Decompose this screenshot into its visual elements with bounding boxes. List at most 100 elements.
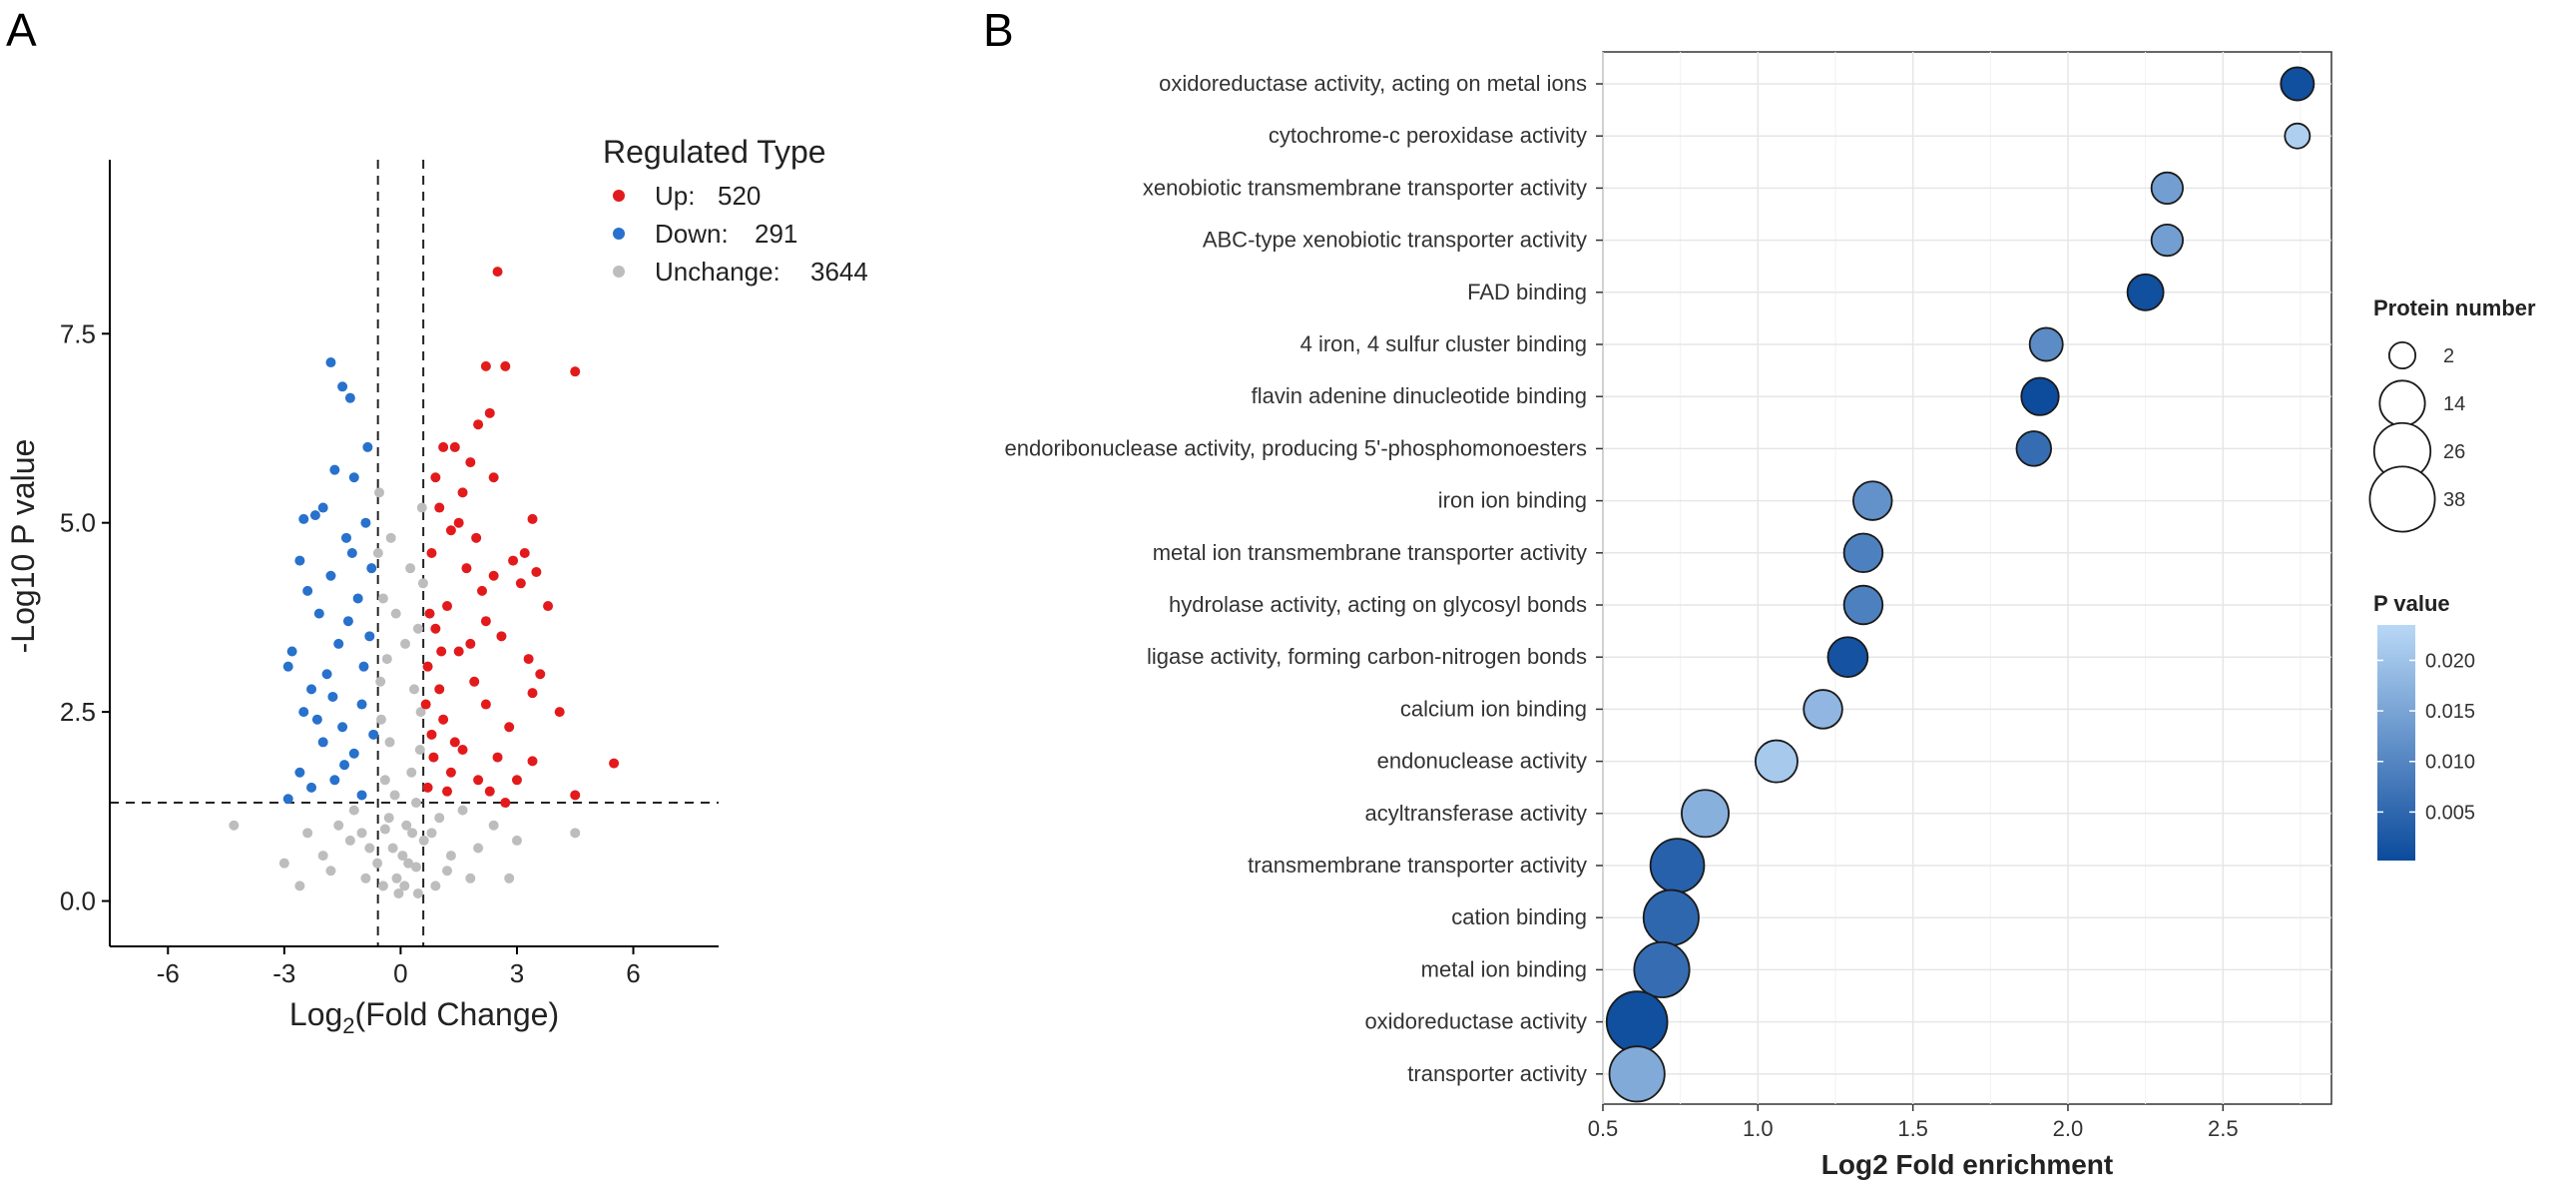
unchange-point [384,737,395,748]
up-point [523,654,534,665]
up-point [471,532,482,543]
down-point [329,775,340,786]
term-bubble [1633,940,1691,998]
down-point [337,381,348,392]
up-point [527,756,538,767]
term-label: cytochrome-c peroxidase activity [1269,123,1587,148]
up-point [453,517,464,528]
term-bubble [1803,689,1843,730]
up-point [480,616,491,627]
down-point [306,684,317,695]
up-point [434,502,445,513]
unchange-point [418,835,429,846]
term-bubble [2150,171,2184,206]
x-tick-label: -6 [157,958,180,988]
unchange-point [457,805,468,816]
up-point [422,782,433,793]
size-legend-label: 38 [2443,489,2465,511]
term-bubble [1681,789,1730,839]
colorbar-tick-label: 0.005 [2425,802,2475,824]
unchange-point [387,843,398,854]
unchange-point [385,532,396,543]
down-point [286,646,297,657]
unchange-point [410,862,421,873]
down-point [298,707,309,718]
down-point [282,794,293,805]
up-point [500,360,511,371]
down-point [348,472,359,483]
unchange-point [442,866,453,877]
up-point [480,699,491,710]
up-point [492,267,503,278]
bubble-term-labels: oxidoreductase activity, acting on metal… [1005,71,1603,1086]
p-value-colorbar [2377,625,2415,861]
down-point [339,760,350,771]
unchange-point [416,502,427,513]
up-point [488,570,499,581]
up-point [543,601,554,612]
term-label: oxidoreductase activity [1364,1009,1587,1034]
bubble-plot: oxidoreductase activity, acting on metal… [1005,51,2332,1180]
up-point [436,646,447,657]
down-point [325,357,336,368]
term-label: iron ion binding [1438,488,1587,513]
term-label: metal ion transmembrane transporter acti… [1153,540,1587,565]
unchange-point [372,548,383,558]
down-point [325,570,336,581]
up-point [492,752,503,763]
p-value-legend: P value 0.005 0.010 0.015 0.020 [2373,591,2475,861]
unchange-point [403,858,414,869]
term-bubble [2126,273,2165,311]
term-label: xenobiotic transmembrane transporter act… [1143,175,1587,200]
unchange-point [412,623,423,634]
volcano-points [229,267,620,898]
y-tick-label: 5.0 [60,508,96,538]
colorbar-tick-label: 0.010 [2425,752,2475,774]
unchange-point [278,858,289,869]
down-point [337,722,348,733]
term-bubble [1852,480,1893,521]
unchange-point [325,866,336,877]
up-point [527,688,538,699]
up-point [445,525,456,536]
size-legend-label: 14 [2443,393,2465,415]
down-point [306,782,317,793]
unchange-point [434,813,445,824]
down-point [360,517,371,528]
unchange-point [360,873,371,884]
up-point [609,758,620,769]
size-legend-circle [2387,340,2417,370]
term-bubble [1842,584,1884,626]
term-bubble [2284,122,2312,150]
up-point [449,441,460,452]
x-tick-label: 0.5 [1588,1116,1619,1141]
term-label: cation binding [1451,904,1587,929]
size-legend-label: 2 [2443,345,2454,367]
unchange-point [379,775,390,786]
unchange-point [377,881,388,891]
unchange-point [377,593,388,604]
up-point [515,578,526,589]
x-tick-label: 1.5 [1897,1116,1928,1141]
up-legend-swatch [613,190,625,202]
unchange-point [381,654,392,665]
down-point [348,748,359,759]
unchange-point [372,858,383,869]
term-label: hydrolase activity, acting on glycosyl b… [1169,592,1587,617]
unchange-point [426,828,437,839]
term-bubble [1608,1045,1666,1103]
term-label: ligase activity, forming carbon-nitrogen… [1147,644,1587,669]
unchange-point [400,638,411,649]
unchange-point [333,820,344,831]
down-legend-label: Down: [655,219,729,249]
y-tick-label: 0.0 [60,887,96,916]
up-point [484,407,495,418]
unchange-point [379,824,390,835]
unchange-point [356,828,367,839]
unchange-point [570,828,581,839]
unchange-point [348,805,359,816]
term-label: oxidoreductase activity, acting on metal… [1159,71,1587,96]
up-point [480,360,491,371]
size-legend-circle [2368,465,2436,533]
up-point [465,457,476,468]
